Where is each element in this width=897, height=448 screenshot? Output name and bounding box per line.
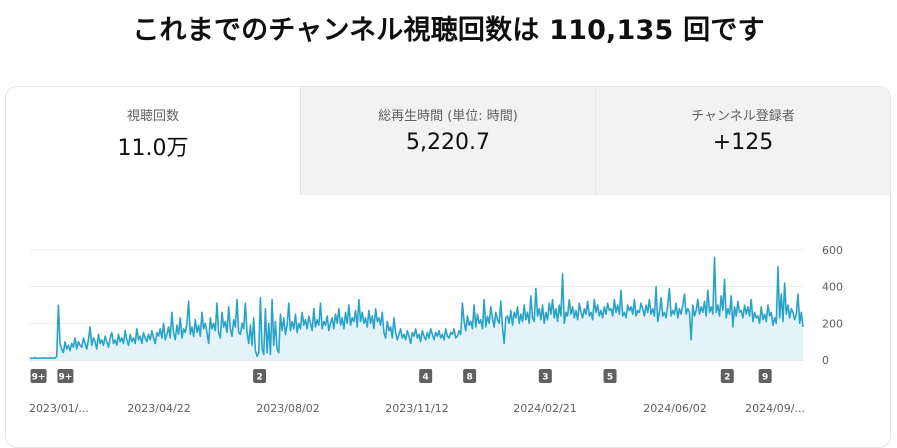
annotation-marker [538, 369, 552, 383]
annotation-marker [603, 369, 617, 383]
y-tick-label: 0 [822, 354, 829, 367]
x-tick-label: 2024/02/21 [513, 402, 576, 415]
tab-subscribers[interactable]: チャンネル登録者 +125 [595, 87, 890, 195]
annotation-marker-label: 3 [542, 373, 548, 383]
annotation-marker [758, 369, 772, 383]
annotation-marker-label: 8 [466, 373, 472, 383]
tab-watch-time-value: 5,220.7 [406, 130, 490, 155]
tab-subscribers-value: +125 [712, 130, 774, 155]
analytics-card: 視聴回数 11.0万 総再生時間 (単位: 時間) 5,220.7 チャンネル登… [5, 86, 891, 448]
tab-views[interactable]: 視聴回数 11.0万 [6, 87, 300, 195]
headline: これまでのチャンネル視聴回数は 110,135 回です [132, 15, 765, 46]
x-tick-label: 2024/09/... [745, 402, 805, 415]
annotation-marker [720, 369, 734, 383]
annotation-marker [57, 369, 74, 383]
y-tick-label: 200 [822, 317, 843, 330]
annotation-marker-label: 2 [256, 373, 262, 383]
annotation-marker [30, 369, 47, 383]
tab-watch-time[interactable]: 総再生時間 (単位: 時間) 5,220.7 [300, 87, 595, 195]
annotation-marker-label: 2 [724, 373, 730, 383]
annotation-marker-label: 9+ [32, 373, 46, 383]
annotation-marker-label: 9+ [59, 373, 73, 383]
y-tick-label: 400 [822, 281, 843, 294]
x-tick-label: 2023/11/12 [385, 402, 448, 415]
tab-subscribers-label: チャンネル登録者 [691, 109, 795, 124]
series-area [30, 257, 803, 360]
x-tick-label: 2023/08/02 [256, 402, 319, 415]
tab-views-label: 視聴回数 [126, 109, 179, 124]
x-tick-label: 2024/06/02 [643, 402, 706, 415]
annotation-marker-label: 5 [607, 373, 613, 383]
views-chart[interactable]: 600 400 200 0 9+ 9+ 2 4 8 3 5 2 9 2023/01/... 2023/04/… [0, 0, 897, 436]
y-tick-label: 600 [822, 244, 843, 257]
annotation-marker [419, 369, 433, 383]
x-tick-label: 2023/04/22 [127, 402, 190, 415]
metric-tabs: 視聴回数 11.0万 総再生時間 (単位: 時間) 5,220.7 チャンネル登… [6, 87, 890, 195]
x-tick-label: 2023/01/... [29, 402, 89, 415]
annotation-marker-label: 9 [762, 373, 768, 383]
tab-views-value: 11.0万 [117, 136, 189, 161]
tab-watch-time-label: 総再生時間 (単位: 時間) [378, 109, 518, 124]
annotation-marker [253, 369, 267, 383]
annotation-marker [463, 369, 477, 383]
series-line [29, 256, 804, 360]
annotation-marker-label: 4 [423, 373, 429, 383]
